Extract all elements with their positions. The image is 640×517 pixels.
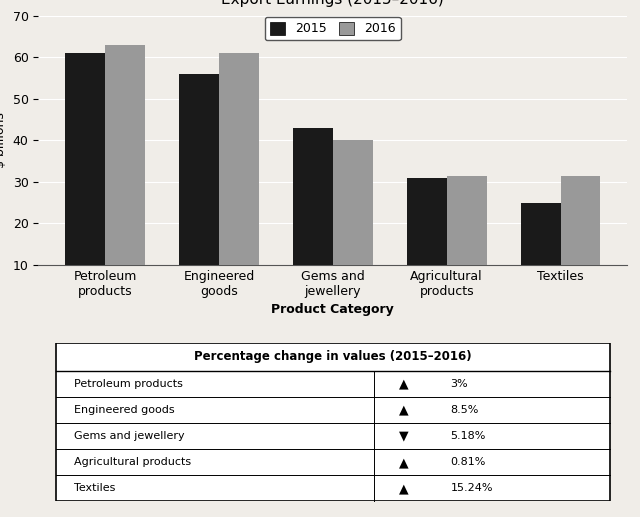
Text: 0.81%: 0.81%: [451, 458, 486, 467]
Bar: [293, 128, 333, 307]
Text: Petroleum products: Petroleum products: [74, 379, 182, 389]
Legend: 2015, 2016: 2015, 2016: [265, 17, 401, 40]
Title: Export Earnings (2015–2016): Export Earnings (2015–2016): [221, 0, 444, 7]
Bar: [447, 176, 486, 307]
Bar: [407, 178, 447, 307]
Bar: [179, 74, 219, 307]
Text: 5.18%: 5.18%: [451, 431, 486, 442]
Text: Percentage change in values (2015–2016): Percentage change in values (2015–2016): [194, 351, 472, 363]
Text: ▲: ▲: [399, 378, 408, 391]
Bar: [521, 203, 561, 307]
Text: ▲: ▲: [399, 404, 408, 417]
X-axis label: Product Category: Product Category: [271, 303, 394, 316]
Text: ▼: ▼: [399, 430, 408, 443]
Text: 3%: 3%: [451, 379, 468, 389]
Text: Engineered goods: Engineered goods: [74, 405, 174, 415]
Bar: [333, 140, 372, 307]
Bar: [219, 53, 259, 307]
Bar: [65, 53, 105, 307]
Y-axis label: $ billions: $ billions: [0, 112, 7, 168]
Text: ▲: ▲: [399, 482, 408, 495]
Text: 8.5%: 8.5%: [451, 405, 479, 415]
Bar: [561, 176, 600, 307]
Text: Agricultural products: Agricultural products: [74, 458, 191, 467]
Text: Textiles: Textiles: [74, 483, 115, 493]
Text: ▲: ▲: [399, 456, 408, 469]
Text: 15.24%: 15.24%: [451, 483, 493, 493]
Bar: [105, 44, 145, 307]
Text: Gems and jewellery: Gems and jewellery: [74, 431, 184, 442]
